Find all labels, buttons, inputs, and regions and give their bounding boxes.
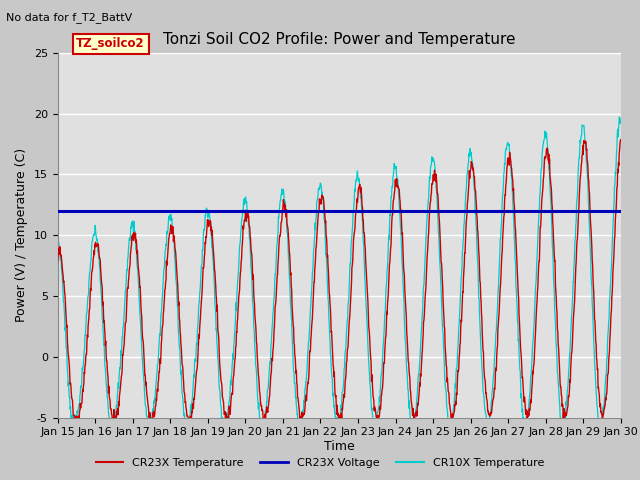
X-axis label: Time: Time [324,440,355,453]
Legend: CR23X Temperature, CR23X Voltage, CR10X Temperature: CR23X Temperature, CR23X Voltage, CR10X … [91,453,549,472]
Text: No data for f_T2_BattV: No data for f_T2_BattV [6,12,132,23]
Y-axis label: Power (V) / Temperature (C): Power (V) / Temperature (C) [15,148,28,322]
Text: TZ_soilco2: TZ_soilco2 [76,37,145,50]
Title: Tonzi Soil CO2 Profile: Power and Temperature: Tonzi Soil CO2 Profile: Power and Temper… [163,33,515,48]
